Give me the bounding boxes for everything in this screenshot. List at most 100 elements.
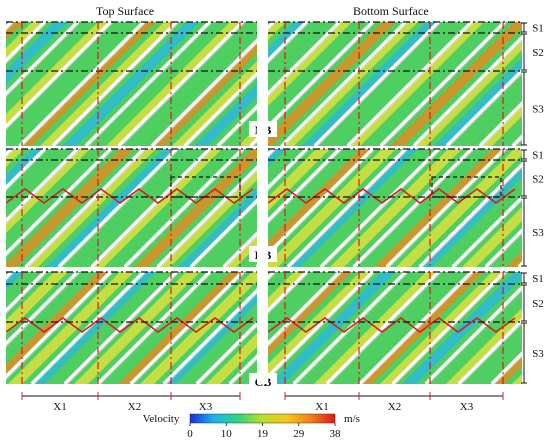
strip-edge [6,272,81,347]
section-brackets-db: S1 S2 S3 [521,149,544,267]
velocity-band [0,22,2,146]
strip-line [18,22,146,146]
strip-line [51,22,179,146]
colorbar-tick-label-29: 29 [293,428,305,440]
x-label-x1: X1 [315,401,328,413]
strip-line [268,272,375,380]
velocity-band [6,22,90,106]
strip-line [424,285,522,384]
velocity-band [200,210,257,267]
colorbar-unit: m/s [344,413,360,425]
strip-edge [6,22,114,130]
strip-edge [268,272,310,314]
velocity-band [62,22,200,146]
strip-edge [289,149,409,267]
strip-edge [6,149,48,191]
strip-line [346,22,474,146]
strip-edge [231,358,257,384]
strip-edge [6,22,81,97]
strip-line [117,22,245,146]
strip-edge [33,272,147,384]
strip-edge [322,149,442,267]
strip-line [222,231,257,267]
strip-edge [60,149,180,267]
strip-edge [295,272,409,384]
velocity-band [6,272,24,290]
strip-edge [225,235,257,267]
velocity-band [506,251,522,267]
strip-line [358,272,474,384]
strip-edge [493,355,522,384]
section-brackets-cb: S1 S2 S3 [521,272,544,384]
velocity-band [456,80,522,146]
vortex-zigzag [268,317,516,333]
velocity-band [544,22,550,146]
x-label-x2: X2 [388,401,401,413]
velocity-band [534,272,550,384]
strip-line [6,22,47,64]
velocity-band [268,272,330,334]
velocity-band [440,185,522,267]
section-brackets-nb: S1 S2 S3 [521,22,544,146]
x-label-x2: X2 [128,401,141,413]
colorbar-tick-label-38: 38 [330,428,342,440]
strip-line [286,149,408,267]
velocity-band [468,330,522,384]
x-label-x3: X3 [199,401,213,413]
strip-edge [361,272,475,384]
velocity-band [390,22,522,146]
strip-edge [349,22,475,146]
strip-edge [394,272,508,384]
strip-line [484,228,522,267]
strip-edge [520,265,522,267]
section-label-s3: S3 [532,104,544,116]
strip-line [457,318,522,384]
strip-edge [527,272,550,384]
strip-line [451,195,522,267]
section-label-s1: S1 [532,273,544,285]
strip-line [313,22,441,146]
strip-line [379,22,507,146]
strip-line [6,149,80,224]
strip-edge [153,42,257,146]
center-gap [257,22,268,384]
section-label-s3: S3 [532,227,544,239]
strip-line [418,162,522,267]
colorbar-title: Velocity [143,413,180,425]
velocity-band [194,83,257,146]
velocity-band [268,22,396,146]
strip-edge [21,22,147,146]
strip-edge [186,75,257,146]
strip-edge [388,149,508,267]
strip-edge [268,272,343,347]
velocity-band [268,149,352,233]
strip-line [268,22,309,64]
strip-edge [132,272,246,384]
strip-edge [219,108,257,146]
velocity-band [402,272,522,384]
strip-line [391,272,507,384]
velocity-band [178,188,257,267]
strip-line [129,272,245,384]
strip-edge [268,149,343,224]
velocity-band [268,22,286,40]
velocity-band [462,207,522,267]
strip-line [280,22,408,146]
velocity-band [528,149,550,267]
panel-nb-bottom [268,21,550,146]
velocity-band [140,272,257,384]
strip-line [268,272,309,314]
strip-line [156,165,257,267]
strip-line [123,149,245,267]
velocity-band [268,22,330,84]
velocity-band [6,149,134,267]
strip-line [325,272,441,384]
strip-line [6,22,80,97]
strip-line [150,38,257,146]
section-label-s2: S2 [532,174,544,186]
strip-line [63,272,179,384]
strip-edge [54,22,180,146]
strip-edge [6,149,114,257]
strip-edge [66,272,180,384]
